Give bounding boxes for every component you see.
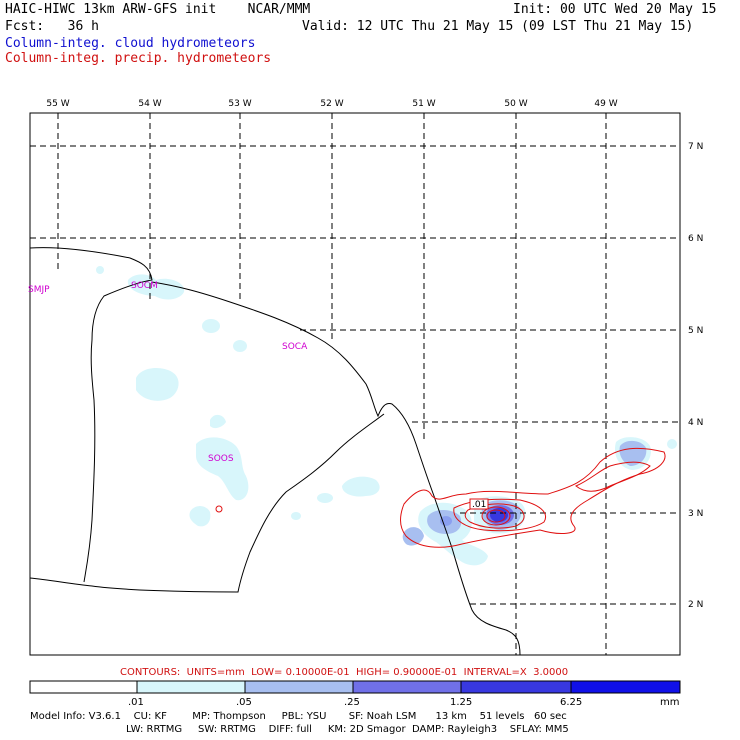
cloud-blob: [233, 340, 247, 352]
cloud-core: [490, 508, 508, 522]
cloud-blob: [317, 493, 333, 503]
field-precip-label: Column-integ. precip. hydrometeors: [5, 51, 272, 66]
cloud-blob: [667, 439, 677, 449]
init-time: Init: 00 UTC Wed 20 May 15: [513, 2, 717, 17]
precip-contour: [481, 506, 511, 526]
colorbar-swatch: [244, 680, 354, 694]
colorbar-tick: .01: [128, 697, 144, 708]
lat-labels: 7 N 6 N 5 N 4 N 3 N 2 N: [688, 142, 703, 610]
lon-label: 51 W: [412, 99, 435, 109]
station-smjp: SMJP: [28, 285, 50, 295]
coastline-layer: [29, 247, 521, 656]
precip-contour: [453, 498, 546, 532]
lon-label: 49 W: [594, 99, 617, 109]
forecast-hour: Fcst: 36 h: [5, 19, 99, 34]
colorbar-tick: 1.25: [450, 697, 473, 708]
colorbar-tick: .05: [236, 697, 252, 708]
field-cloud-label: Column-integ. cloud hydrometeors: [5, 36, 256, 51]
colorbar: [29, 680, 681, 694]
colorbar-swatch: [136, 680, 246, 694]
valid-time: Valid: 12 UTC Thu 21 May 15 (09 LST Thu …: [302, 19, 694, 34]
contour-label: .01: [472, 500, 486, 510]
cloud-blob: [291, 512, 301, 520]
lat-label: 3 N: [688, 509, 703, 519]
lon-label: 54 W: [138, 99, 161, 109]
cloud-blob: [96, 266, 104, 274]
contours-info: CONTOURS: UNITS=mm LOW= 0.10000E-01 HIGH…: [120, 667, 569, 678]
graticule: [30, 113, 680, 655]
precip-contour: [486, 509, 506, 523]
model-info-line2: LW: RRTMG SW: RRTMG DIFF: full KM: 2D Sm…: [126, 724, 569, 735]
colorbar-swatch: [460, 680, 572, 694]
cloud-blob: [127, 274, 185, 300]
coastline: [151, 281, 521, 656]
colorbar-tick: .25: [344, 697, 360, 708]
station-socm: SOCM: [131, 281, 158, 291]
cloud-blob: [210, 414, 226, 429]
colorbar-swatch: [352, 680, 462, 694]
boundary-line: [29, 247, 153, 583]
lat-label: 7 N: [688, 142, 703, 152]
lon-label: 52 W: [320, 99, 343, 109]
plot-title: HAIC-HIWC 13km ARW-GFS init NCAR/MMM: [5, 2, 311, 17]
colorbar-swatch: [570, 680, 681, 694]
cloud-blob: [402, 527, 424, 546]
map-frame: [29, 112, 681, 656]
colorbar-swatch: [29, 680, 138, 694]
precip-contours: [215, 447, 666, 548]
contour-label-box: [469, 498, 489, 510]
precip-contour: [400, 447, 666, 548]
cloud-blob: [189, 506, 211, 527]
model-info-line1: Model Info: V3.6.1 CU: KF MP: Thompson P…: [30, 711, 567, 722]
precip-contour: [575, 461, 651, 492]
cloud-blob: [196, 437, 249, 501]
colorbar-tick: 6.25: [560, 697, 583, 708]
lat-label: 4 N: [688, 418, 703, 428]
cloud-blob: [202, 319, 220, 333]
station-soca: SOCA: [282, 342, 308, 352]
lat-label: 2 N: [688, 600, 703, 610]
lat-label: 5 N: [688, 326, 703, 336]
precip-contour: [215, 505, 223, 513]
boundary-line: [29, 413, 385, 593]
station-soos: SOOS: [208, 454, 234, 464]
colorbar-units: mm: [660, 697, 680, 708]
lon-label: 50 W: [504, 99, 527, 109]
lat-label: 6 N: [688, 234, 703, 244]
lon-label: 53 W: [228, 99, 251, 109]
lon-label: 55 W: [46, 99, 69, 109]
cloud-blob: [136, 368, 179, 401]
cloud-blob: [342, 476, 380, 497]
cloud-blob: [619, 440, 647, 466]
lon-labels: 55 W 54 W 53 W 52 W 51 W 50 W 49 W: [46, 99, 617, 109]
precip-contour: [464, 503, 525, 529]
